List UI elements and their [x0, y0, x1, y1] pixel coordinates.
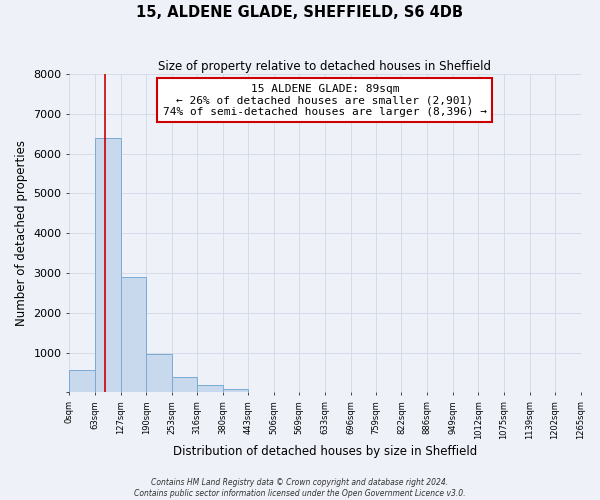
X-axis label: Distribution of detached houses by size in Sheffield: Distribution of detached houses by size … — [173, 444, 477, 458]
Text: 15 ALDENE GLADE: 89sqm
← 26% of detached houses are smaller (2,901)
74% of semi-: 15 ALDENE GLADE: 89sqm ← 26% of detached… — [163, 84, 487, 117]
Bar — [146, 354, 172, 393]
Text: 15, ALDENE GLADE, SHEFFIELD, S6 4DB: 15, ALDENE GLADE, SHEFFIELD, S6 4DB — [137, 5, 464, 20]
Bar — [121, 277, 146, 392]
Y-axis label: Number of detached properties: Number of detached properties — [15, 140, 28, 326]
Bar — [223, 388, 248, 392]
Bar — [70, 370, 95, 392]
Bar — [197, 386, 223, 392]
Text: Contains HM Land Registry data © Crown copyright and database right 2024.
Contai: Contains HM Land Registry data © Crown c… — [134, 478, 466, 498]
Title: Size of property relative to detached houses in Sheffield: Size of property relative to detached ho… — [158, 60, 491, 73]
Bar — [172, 377, 197, 392]
Bar — [95, 138, 121, 392]
